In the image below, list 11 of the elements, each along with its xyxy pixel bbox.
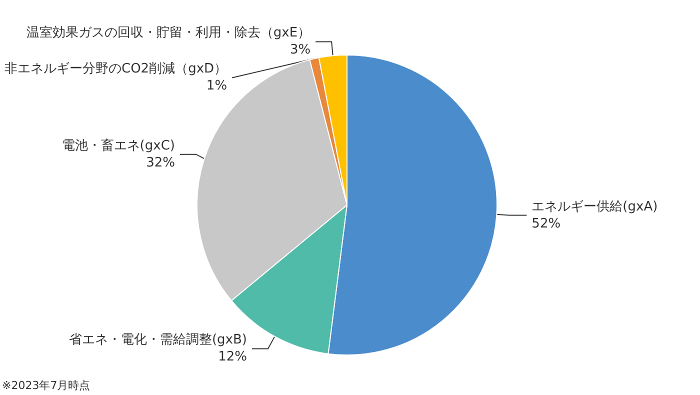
data-label: 3% (290, 42, 311, 58)
slice-label: 非エネルギー分野のCO2削減（gxD） (4, 62, 228, 77)
slice-label: 電池・畜エネ(gxC) (62, 137, 175, 154)
data-label: 1% (206, 78, 228, 94)
data-label: 52% (532, 216, 561, 232)
slice-label: 温室効果ガスの回収・貯留・利用・除去（gxE） (26, 24, 311, 41)
text: ※2023年7月時点 (2, 379, 90, 392)
slice-label: エネルギー供給(gxA) (532, 199, 658, 214)
data-label: 32% (146, 155, 175, 170)
data-label: 12% (218, 350, 247, 365)
slice-label: 省エネ・電化・需給調整(gxB) (68, 332, 247, 348)
